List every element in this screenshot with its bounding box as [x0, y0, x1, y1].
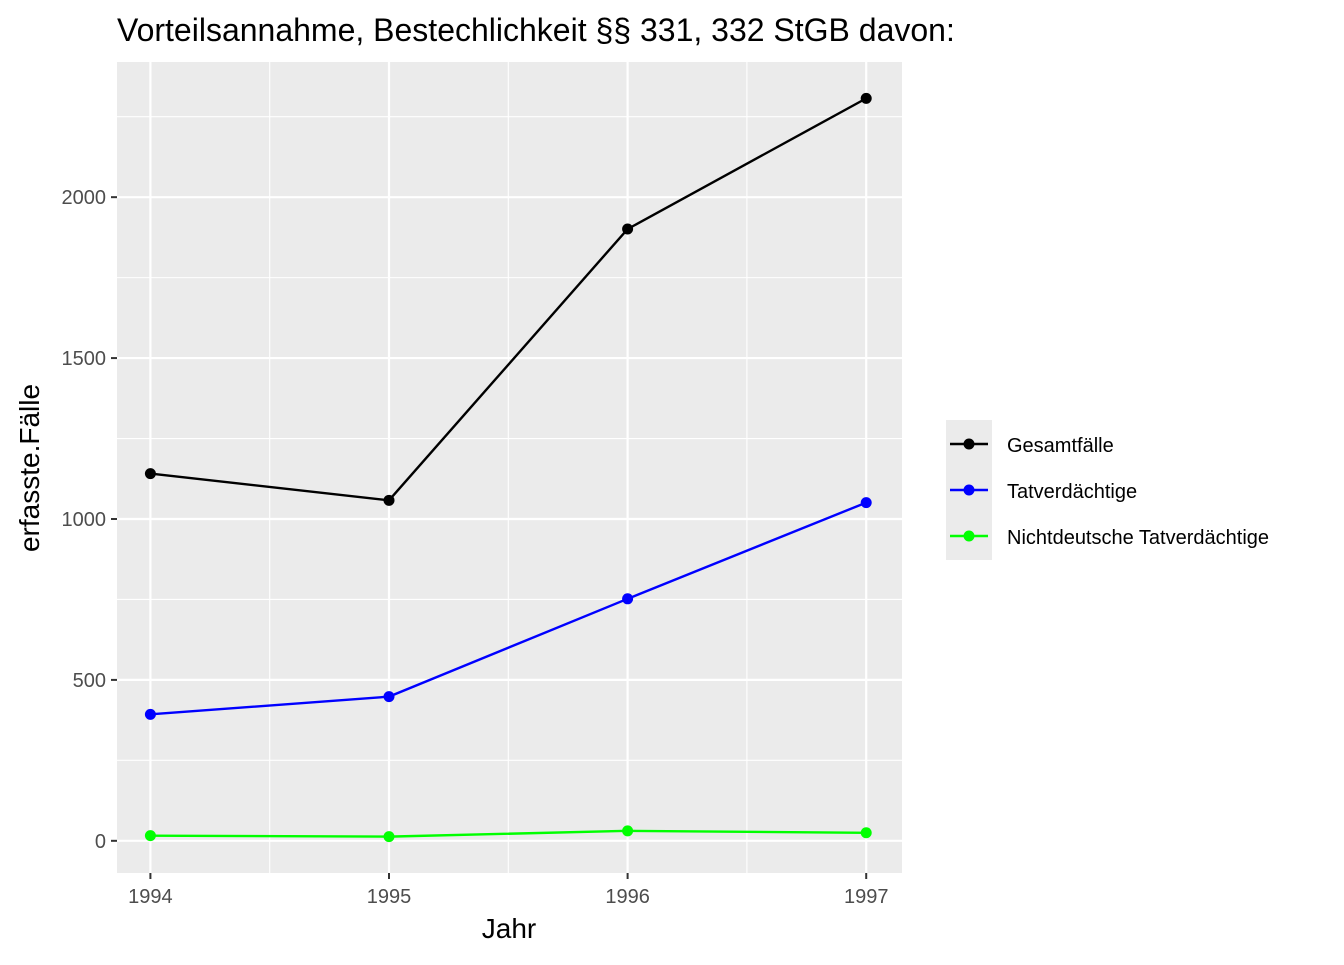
- x-tick-label: 1994: [128, 886, 173, 908]
- y-tick-label: 1500: [62, 348, 107, 370]
- data-point: [383, 831, 395, 843]
- series-line: [150, 501, 867, 716]
- y-tick-label: 500: [73, 670, 106, 692]
- data-point: [622, 223, 634, 235]
- y-tick-label: 2000: [62, 187, 107, 209]
- data-point: [860, 497, 872, 509]
- x-tick-label: 1996: [605, 886, 650, 908]
- legend-label: Tatverdächtige: [1007, 481, 1137, 503]
- plot-panel: [117, 62, 902, 873]
- data-point: [622, 593, 634, 605]
- legend-key-point: [963, 484, 975, 496]
- legend-key-point: [963, 438, 975, 450]
- major-gridlines: [117, 62, 902, 873]
- data-point: [144, 708, 156, 720]
- data-point: [622, 825, 634, 837]
- series-line: [150, 829, 867, 838]
- x-axis-label: Jahr: [482, 913, 536, 944]
- y-axis: 0 500 1000 1500 2000: [62, 187, 117, 853]
- data-point: [144, 830, 156, 842]
- data-point: [860, 92, 872, 104]
- x-tick-label: 1997: [844, 886, 889, 908]
- data-point: [383, 494, 395, 506]
- series-layer: [144, 92, 872, 843]
- data-point: [144, 468, 156, 480]
- legend-key-point: [963, 530, 975, 542]
- data-point: [383, 691, 395, 703]
- y-axis-label: erfasste.Fälle: [14, 384, 45, 552]
- legend: Gesamtfälle Tatverdächtige Nichtdeutsche T…: [946, 420, 1269, 560]
- legend-label: Nichtdeutsche Tatverdächtige: [1007, 527, 1269, 549]
- chart-title: Vorteilsannahme, Bestechlichkeit §§ 331,…: [117, 12, 955, 48]
- y-tick-label: 0: [95, 831, 106, 853]
- legend-label: Gesamtfälle: [1007, 435, 1114, 457]
- y-tick-label: 1000: [62, 509, 107, 531]
- x-axis: 1994 1995 1996 1997: [128, 873, 888, 908]
- data-point: [860, 827, 872, 839]
- x-tick-label: 1995: [367, 886, 412, 908]
- series-line: [150, 97, 867, 502]
